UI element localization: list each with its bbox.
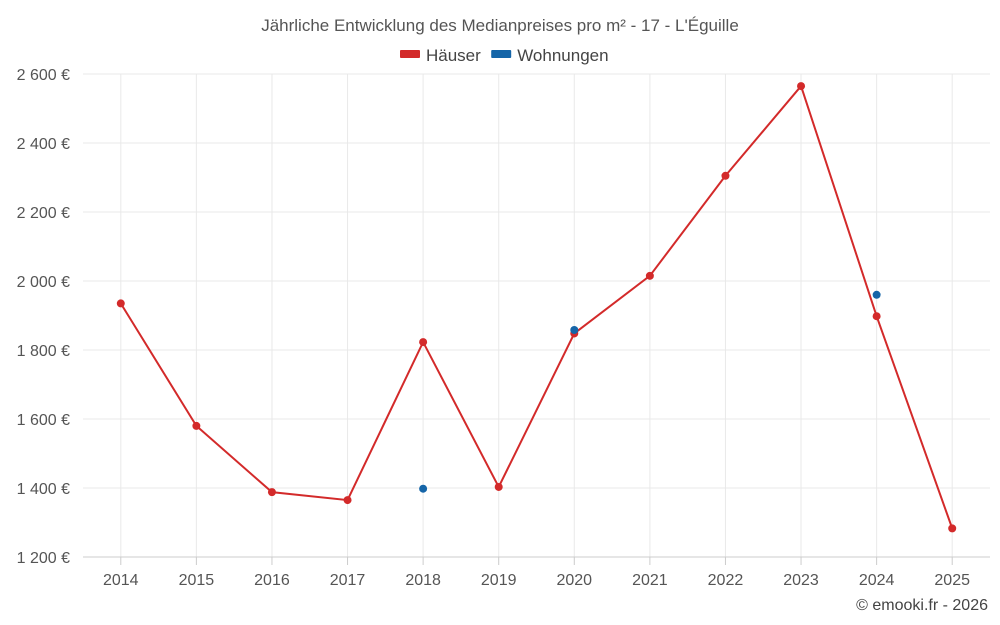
- legend-item: Wohnungen: [491, 46, 609, 65]
- y-tick-label: 2 600 €: [17, 67, 70, 84]
- chart-title: Jährliche Entwicklung des Medianpreises …: [261, 16, 739, 35]
- x-tick-label: 2024: [859, 572, 895, 589]
- y-axis: 1 200 € 1 400 € 1 600 € 1 800 € 2 000 € 2 200…: [17, 67, 70, 567]
- y-tick-label: 1 400 €: [17, 481, 70, 498]
- x-tick-label: 2017: [330, 572, 366, 589]
- y-tick-label: 2 000 €: [17, 274, 70, 291]
- x-tick-label: 2018: [405, 572, 441, 589]
- data-point: [570, 325, 579, 334]
- x-tick-label: 2019: [481, 572, 517, 589]
- data-point: [116, 299, 125, 308]
- x-tick-label: 2025: [934, 572, 970, 589]
- legend-swatch: [400, 50, 420, 58]
- y-tick-label: 1 600 €: [17, 412, 70, 429]
- x-tick-label: 2020: [556, 572, 592, 589]
- legend-swatch: [491, 50, 512, 58]
- data-point: [645, 271, 654, 280]
- data-point: [872, 290, 881, 299]
- data-point: [948, 524, 957, 533]
- data-point: [419, 484, 428, 493]
- x-tick-label: 2014: [103, 572, 139, 589]
- data-point: [797, 82, 806, 91]
- data-point: [494, 482, 503, 491]
- x-tick-label: 2023: [783, 572, 819, 589]
- y-tick-label: 2 200 €: [17, 205, 70, 222]
- y-tick-label: 2 400 €: [17, 136, 70, 153]
- x-axis: 2014 2015 2016 2017 2018 2019 2020 2021 2022 2023…: [103, 557, 970, 589]
- data-point: [343, 496, 352, 505]
- series-haeuser: [116, 82, 957, 533]
- data-point: [267, 488, 276, 497]
- data-point: [419, 338, 428, 347]
- series-wohnungen: [419, 290, 881, 493]
- data-point: [192, 421, 201, 430]
- y-tick-label: 1 200 €: [17, 550, 70, 567]
- y-tick-label: 1 800 €: [17, 343, 70, 360]
- legend-item: Häuser: [400, 46, 481, 65]
- x-tick-label: 2016: [254, 572, 290, 589]
- series-layer: [116, 82, 957, 533]
- legend-label: Wohnungen: [517, 46, 608, 65]
- x-tick-label: 2021: [632, 572, 668, 589]
- series-line: [119, 84, 954, 529]
- data-point: [721, 171, 730, 180]
- x-tick-label: 2015: [179, 572, 215, 589]
- grid: [83, 73, 990, 558]
- legend: Häuser Wohnungen: [400, 46, 609, 65]
- data-point: [872, 312, 881, 321]
- x-tick-label: 2022: [708, 572, 744, 589]
- credit: © emooki.fr - 2026: [856, 597, 988, 614]
- legend-label: Häuser: [426, 46, 481, 65]
